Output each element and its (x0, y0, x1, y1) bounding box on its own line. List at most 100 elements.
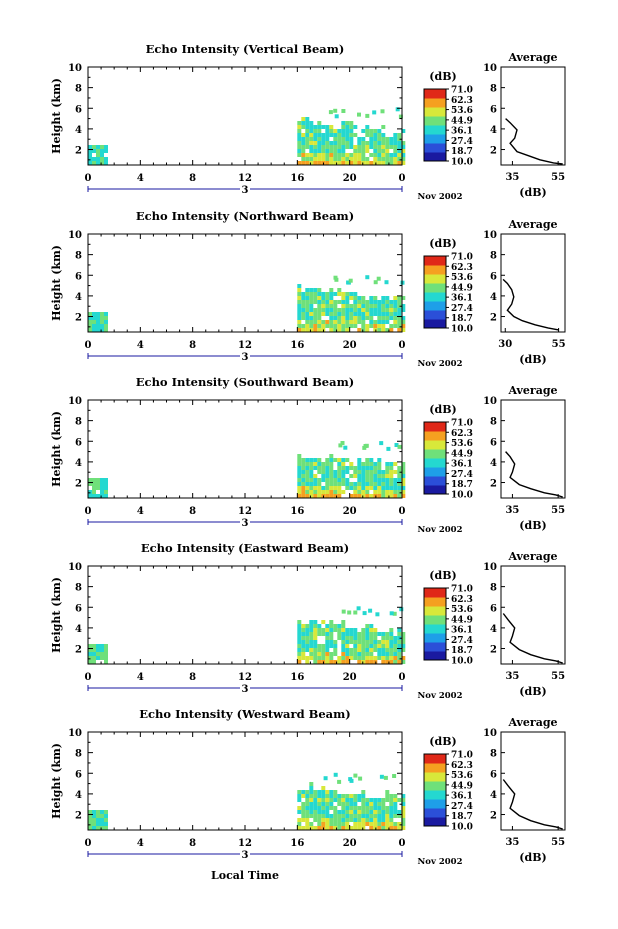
heatmap-cell (305, 814, 310, 818)
heatmap-cell (313, 494, 318, 498)
heatmap-cell (88, 328, 92, 332)
heatmap-cell (305, 648, 310, 652)
heatmap-cell (321, 466, 326, 470)
heatmap-cell (337, 312, 342, 316)
y-tick-label: 4 (75, 125, 82, 136)
heatmap-cell (365, 316, 370, 320)
heatmap-cell (297, 818, 302, 822)
heatmap-cell (313, 802, 318, 806)
heatmap-cell (88, 320, 92, 324)
heatmap-cell (297, 628, 302, 632)
heatmap-cell (321, 304, 326, 308)
avg-y-tick-label: 4 (490, 125, 497, 136)
heatmap-cell (329, 628, 334, 632)
heatmap-cell (397, 145, 402, 149)
heatmap-cell (301, 462, 306, 466)
heatmap-cell (329, 652, 334, 656)
heatmap-cell (389, 822, 394, 826)
heatmap-cell (305, 822, 310, 826)
heatmap-cell (337, 822, 342, 826)
heatmap-cell (349, 652, 354, 656)
heatmap-cell (381, 640, 386, 644)
avg-x-axis-label: (dB) (519, 186, 546, 199)
heatmap-cell (361, 494, 366, 498)
colorbar-tick-label: 62.3 (451, 96, 473, 106)
heatmap-cell (369, 628, 374, 632)
heatmap-cell (337, 628, 342, 632)
heatmap-cell (96, 328, 100, 332)
heatmap-cell (96, 818, 100, 822)
heatmap-cell (329, 153, 334, 157)
heatmap-cell (96, 814, 100, 818)
heatmap-cell (397, 478, 402, 482)
heatmap-cell (297, 494, 302, 498)
heatmap-cell (309, 490, 314, 494)
heatmap-cell (397, 466, 402, 470)
heatmap-cell (349, 137, 354, 141)
heatmap-cell (365, 312, 370, 316)
heatmap-cell (401, 320, 406, 324)
heatmap-cell (301, 802, 306, 806)
heatmap-cell (337, 810, 342, 814)
day-label: 3 (242, 684, 249, 695)
heatmap-cell (297, 482, 302, 486)
heatmap-cell (365, 324, 370, 328)
heatmap-cell (401, 145, 406, 149)
heatmap-cell (381, 644, 386, 648)
heatmap-cell (329, 141, 334, 145)
heatmap-cell (317, 288, 322, 292)
heatmap-cell (104, 157, 108, 161)
heatmap-cell (317, 628, 322, 632)
heatmap-cell (313, 153, 318, 157)
avg-title: Average (507, 716, 557, 729)
heatmap-cell (317, 802, 322, 806)
y-tick-label: 6 (75, 603, 82, 614)
heatmap-cell (333, 304, 338, 308)
heatmap-cell (329, 161, 334, 165)
avg-x-tick-label: 30 (498, 339, 512, 350)
heatmap-cell (317, 656, 322, 660)
heatmap-cell (333, 798, 338, 802)
heatmap-cell (96, 826, 100, 830)
colorbar-title: (dB) (429, 70, 456, 83)
heatmap-cell (377, 490, 382, 494)
heatmap-cell (389, 145, 394, 149)
heatmap-cell (399, 607, 404, 612)
heatmap-cell (361, 822, 366, 826)
heatmap-cell (389, 794, 394, 798)
heatmap-cell (329, 145, 334, 149)
heatmap-cell (401, 810, 406, 814)
heatmap-cell (349, 161, 354, 165)
panel-2: Echo Intensity (Southward Beam)0 4 8 12 16 20… (50, 375, 566, 535)
heatmap-cell (369, 133, 374, 137)
heatmap-cell (361, 478, 366, 482)
heatmap-cell (309, 316, 314, 320)
heatmap-cell (369, 798, 374, 802)
heatmap-cell (309, 157, 314, 161)
heatmap-cell (349, 474, 354, 478)
heatmap-cell (325, 149, 330, 153)
heatmap-cell (345, 141, 350, 145)
heatmap-cell (100, 157, 104, 161)
heatmap-cell (349, 462, 354, 466)
avg-y-tick-label: 4 (490, 790, 497, 801)
heatmap-cell (301, 141, 306, 145)
heatmap-cell (317, 324, 322, 328)
heatmap-cell (100, 161, 104, 165)
heatmap-cell (353, 806, 358, 810)
heatmap-cell (357, 470, 362, 474)
heatmap-cell (358, 776, 363, 781)
heatmap-cell (389, 640, 394, 644)
heatmap-cell (369, 470, 374, 474)
heatmap-cell (309, 328, 314, 332)
heatmap-cell (337, 656, 342, 660)
heatmap-cell (317, 292, 322, 296)
x-tick-label: 4 (137, 173, 144, 184)
avg-frame (500, 66, 566, 166)
heatmap-cell (309, 312, 314, 316)
heatmap-cell (401, 153, 406, 157)
heatmap-cell (317, 145, 322, 149)
avg-title: Average (507, 384, 557, 397)
heatmap-cell (345, 328, 350, 332)
heatmap-cell (333, 153, 338, 157)
